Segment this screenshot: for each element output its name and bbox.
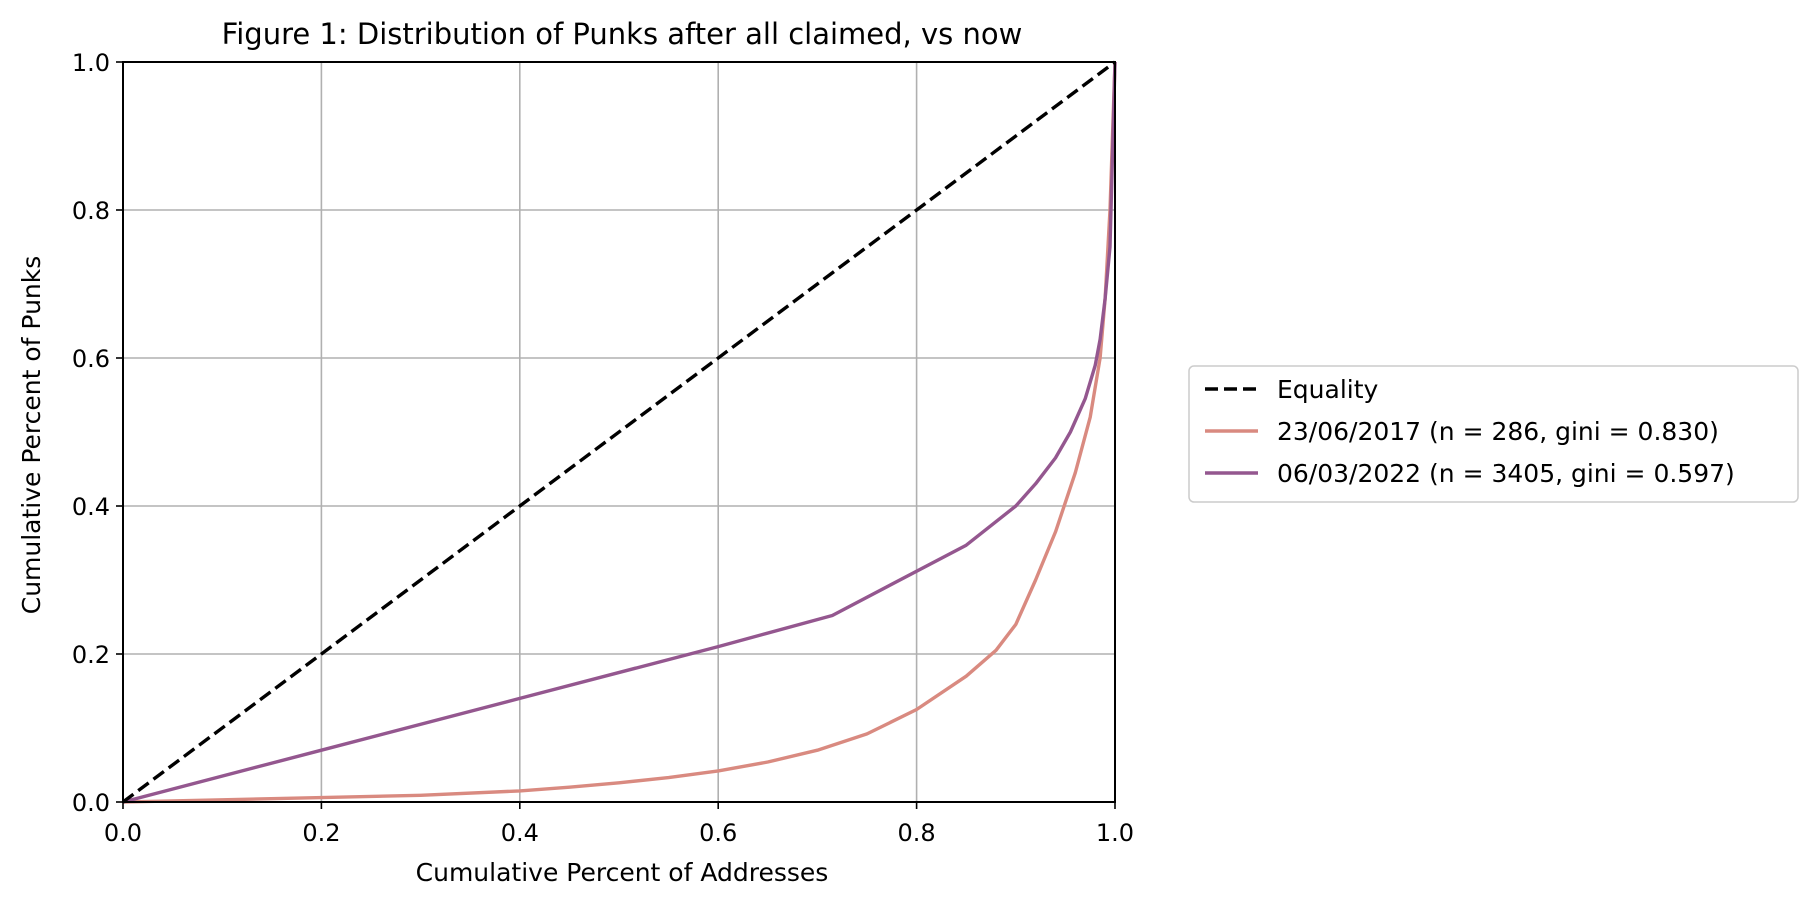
x-tick-label: 1.0 xyxy=(1096,819,1134,847)
series-layer xyxy=(121,60,1117,804)
y-tick-label: 0.8 xyxy=(72,197,110,225)
y-tick-label: 0.2 xyxy=(72,641,110,669)
x-tick-label: 0.0 xyxy=(104,819,142,847)
legend-label-2022: 06/03/2022 (n = 3405, gini = 0.597) xyxy=(1277,459,1735,488)
series-line-2017 xyxy=(122,61,1117,804)
y-tick-label: 0.4 xyxy=(72,493,110,521)
y-tick-label: 1.0 xyxy=(72,49,110,77)
y-axis-label: Cumulative Percent of Punks xyxy=(17,256,46,615)
grid-lines xyxy=(122,61,1116,803)
series-line-equality xyxy=(121,60,1117,804)
x-axis-label: Cumulative Percent of Addresses xyxy=(416,858,829,887)
series-line-2022 xyxy=(122,61,1117,804)
axes-frame xyxy=(122,61,1116,803)
x-tick-label: 0.4 xyxy=(501,819,539,847)
x-axis-ticks: 0.0 0.2 0.4 0.6 0.8 1.0 xyxy=(104,802,1134,847)
legend-box xyxy=(1188,365,1799,503)
x-tick-label: 0.2 xyxy=(302,819,340,847)
y-axis-ticks: 0.0 0.2 0.4 0.6 0.8 1.0 xyxy=(72,49,123,817)
plot-area: 0.0 0.2 0.4 0.6 0.8 1.0 0.0 0.2 0.4 0.6 0.8 1.0 xyxy=(72,49,1134,847)
y-tick-label: 0.6 xyxy=(72,345,110,373)
x-tick-label: 0.8 xyxy=(898,819,936,847)
x-tick-label: 0.6 xyxy=(699,819,737,847)
legend: Equality 23/06/2017 (n = 286, gini = 0.8… xyxy=(1188,365,1799,503)
y-tick-label: 0.0 xyxy=(72,789,110,817)
legend-label-equality: Equality xyxy=(1277,375,1379,404)
chart-title: Figure 1: Distribution of Punks after al… xyxy=(222,17,1023,51)
legend-label-2017: 23/06/2017 (n = 286, gini = 0.830) xyxy=(1277,417,1719,446)
